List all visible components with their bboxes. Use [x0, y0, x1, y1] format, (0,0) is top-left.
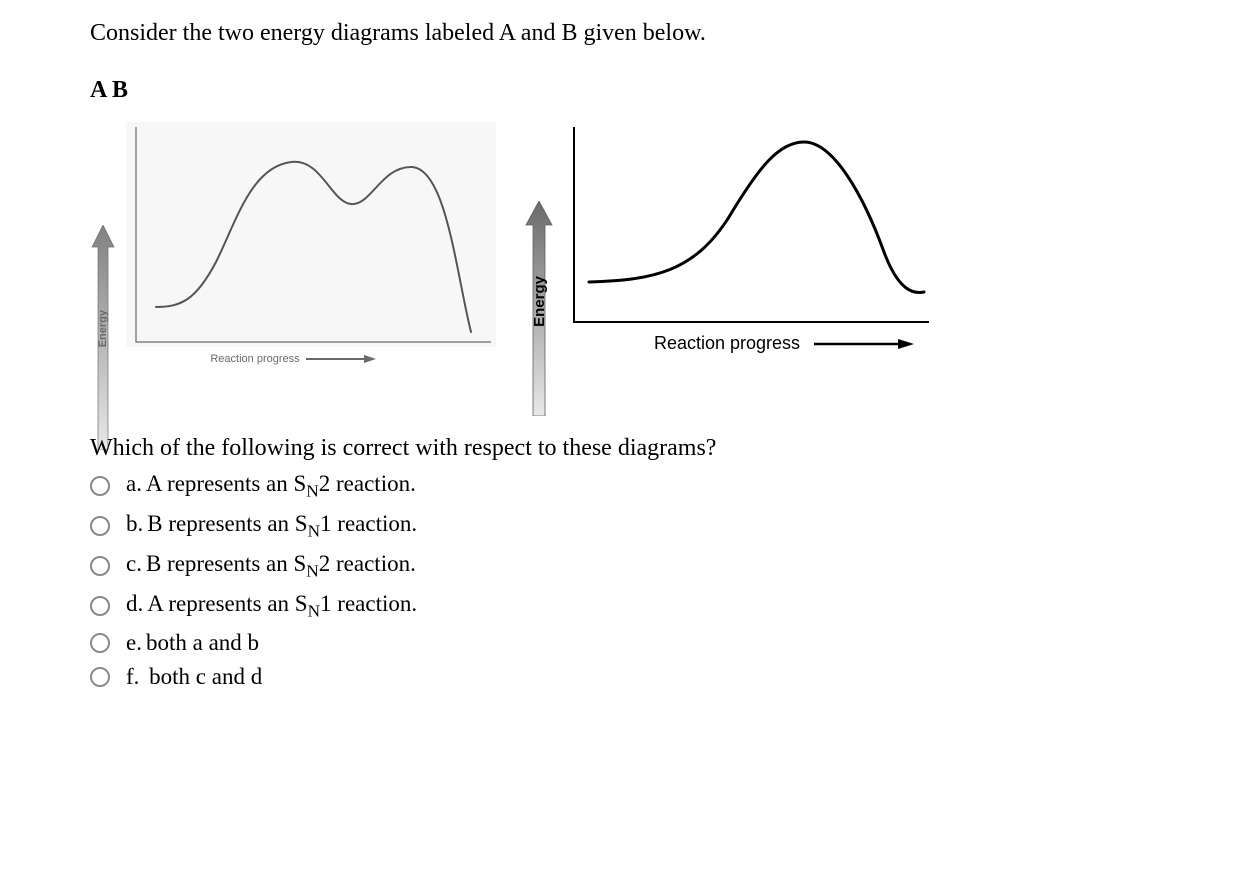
option-e[interactable]: e.both a and b: [90, 626, 1252, 660]
option-letter: b.: [126, 511, 143, 536]
x-axis-arrow-icon: [814, 338, 914, 350]
question-text: Which of the following is correct with r…: [90, 435, 1252, 462]
option-letter: f.: [126, 664, 139, 689]
option-letter: a.: [126, 471, 142, 496]
option-c[interactable]: c.B represents an SN2 reaction.: [90, 546, 1252, 586]
diagram-a-y-axis: Energy: [90, 225, 116, 347]
diagram-a-y-label: Energy: [97, 310, 109, 347]
radio-button[interactable]: [90, 516, 110, 536]
option-letter: c.: [126, 551, 142, 576]
diagram-b-y-axis: Energy: [524, 201, 554, 327]
option-d[interactable]: d.A represents an SN1 reaction.: [90, 586, 1252, 626]
page-root: Consider the two energy diagrams labeled…: [0, 0, 1252, 892]
diagram-a: Energy Reaction progress: [90, 122, 496, 365]
option-text: d.A represents an SN1 reaction.: [126, 591, 417, 622]
radio-button[interactable]: [90, 476, 110, 496]
diagram-b: Energy Reaction progress: [524, 122, 934, 365]
radio-button[interactable]: [90, 633, 110, 653]
radio-button[interactable]: [90, 556, 110, 576]
diagram-a-x-axis: Reaction progress: [90, 353, 496, 365]
diagrams-row: Energy Reaction progress: [90, 122, 1252, 365]
diagram-b-y-label: Energy: [531, 276, 548, 327]
diagram-a-plot: [126, 122, 496, 347]
radio-button[interactable]: [90, 667, 110, 687]
option-letter: d.: [126, 591, 143, 616]
option-letter: e.: [126, 630, 142, 655]
option-f[interactable]: f. both c and d: [90, 660, 1252, 694]
diagram-b-plot: [564, 122, 934, 327]
option-a[interactable]: a.A represents an SN2 reaction.: [90, 466, 1252, 506]
options-list: a.A represents an SN2 reaction. b.B repre…: [90, 466, 1252, 694]
diagram-b-x-axis: Reaction progress: [634, 333, 934, 354]
option-text: e.both a and b: [126, 630, 259, 656]
diagram-a-body: Energy: [90, 122, 496, 347]
diagram-b-x-label: Reaction progress: [654, 333, 800, 354]
option-text: b.B represents an SN1 reaction.: [126, 511, 417, 542]
x-axis-arrow-icon: [306, 354, 376, 364]
option-text: a.A represents an SN2 reaction.: [126, 471, 416, 502]
option-text: f. both c and d: [126, 664, 262, 690]
diagrams-label: A B: [90, 77, 1252, 104]
diagram-a-x-label: Reaction progress: [210, 353, 299, 365]
option-text: c.B represents an SN2 reaction.: [126, 551, 416, 582]
radio-button[interactable]: [90, 596, 110, 616]
diagram-b-body: Energy: [524, 122, 934, 327]
option-b[interactable]: b.B represents an SN1 reaction.: [90, 506, 1252, 546]
intro-text: Consider the two energy diagrams labeled…: [90, 20, 1252, 47]
